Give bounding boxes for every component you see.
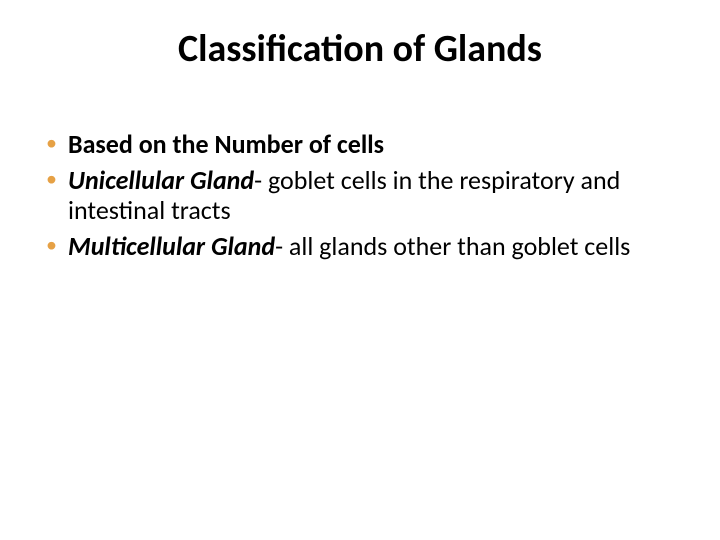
slide-title: Classification of Glands (0, 26, 720, 72)
slide-body: Based on the Number of cells Unicellular… (40, 130, 660, 268)
list-item: Multicellular Gland- all glands other th… (40, 232, 660, 262)
text-run: Based on the Number of cells (68, 128, 384, 160)
bullet-list: Based on the Number of cells Unicellular… (40, 130, 660, 262)
text-run: Unicellular Gland (68, 164, 254, 196)
slide: Classification of Glands Based on the Nu… (0, 0, 720, 540)
list-item: Unicellular Gland- goblet cells in the r… (40, 166, 660, 226)
text-run: Multicellular Gland (68, 230, 275, 262)
text-run: - all glands other than goblet cells (275, 230, 630, 262)
list-item: Based on the Number of cells (40, 130, 660, 160)
